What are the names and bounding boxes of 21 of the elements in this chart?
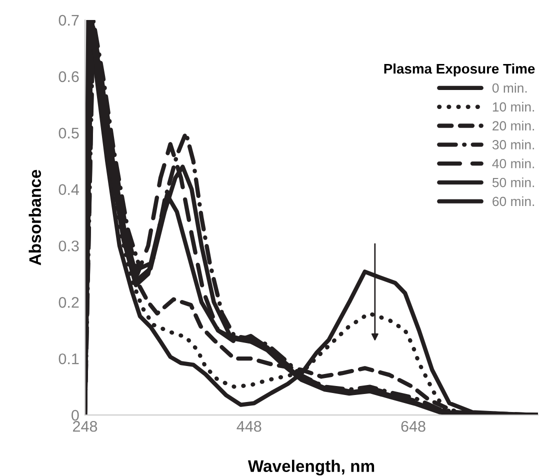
y-tick-label: 0.1 (58, 353, 79, 364)
x-tick-label: 648 (401, 420, 426, 432)
legend-label: 40 min. (492, 158, 534, 168)
y-tick-label: 0.6 (58, 71, 79, 82)
y-tick-label: 0.5 (58, 128, 79, 139)
x-tick-label: 448 (236, 420, 262, 432)
legend-label: 30 min. (492, 140, 534, 150)
legend-label: 60 min. (492, 196, 534, 206)
legend-label: 0 min. (492, 83, 527, 93)
x-axis-title: Wavelength, nm (248, 460, 374, 476)
y-tick-label: 0.3 (58, 240, 79, 252)
legend-label: 50 min. (492, 178, 534, 188)
y-tick-label: 0.4 (58, 184, 79, 195)
y-axis-title: Absorbance (28, 170, 42, 266)
legend-label: 10 min. (492, 102, 534, 112)
legend-title: Plasma Exposure Time (384, 63, 535, 76)
y-tick-label: 0.7 (58, 14, 79, 26)
legend-label: 20 min. (492, 120, 534, 131)
y-tick-label: 0 (72, 410, 79, 421)
x-tick-label: 248 (73, 420, 98, 432)
y-tick-label: 0.2 (58, 297, 79, 308)
